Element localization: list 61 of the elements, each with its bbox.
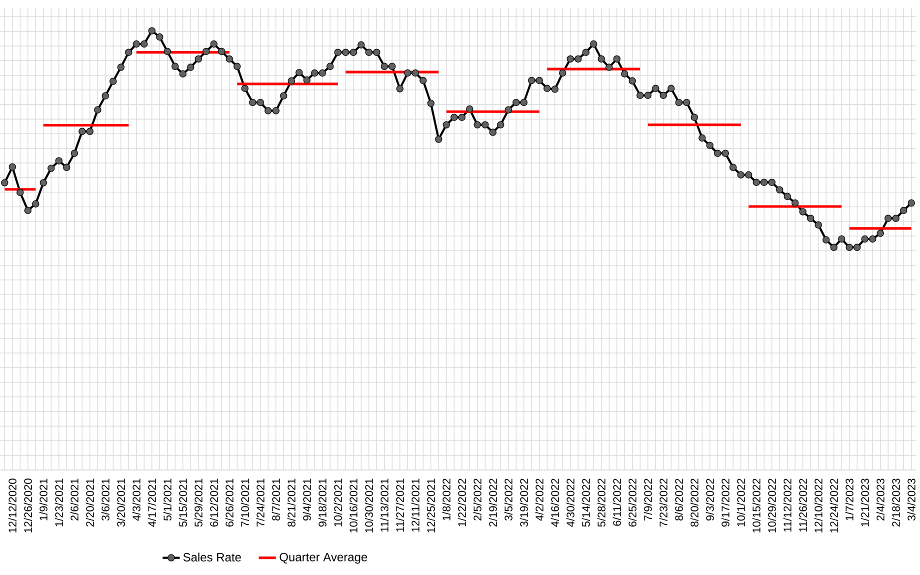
- x-tick-label: 7/24/2021: [256, 478, 264, 527]
- x-tick-label: 8/6/2022: [674, 478, 683, 521]
- x-tick-label: 8/7/2021: [272, 478, 280, 521]
- legend-label: Quarter Average: [280, 552, 368, 564]
- x-tick-label: 4/30/2022: [566, 478, 574, 527]
- x-tick-label: 1/7/2023: [845, 478, 854, 520]
- x-tick-label: 4/2/2022: [535, 478, 544, 521]
- x-tick-label: 10/29/2022: [768, 478, 776, 532]
- x-tick-label: 2/6/2021: [70, 478, 78, 520]
- legend-label: Sales Rate: [183, 552, 241, 562]
- x-tick-label: 11/12/2022: [783, 478, 792, 532]
- x-tick-label: 5/28/2022: [597, 478, 606, 527]
- x-tick-label: 10/2/2021: [334, 478, 342, 526]
- x-tick-label: 4/3/2021: [132, 478, 140, 521]
- x-tick-label: 10/16/2021: [349, 478, 358, 532]
- x-tick-label: 12/12/2020: [8, 478, 16, 532]
- x-tick-label: 1/21/2023: [860, 478, 869, 526]
- x-tick-label: 11/13/2021: [380, 478, 388, 532]
- x-tick-label: 12/25/2021: [426, 478, 435, 532]
- x-tick-label: 3/20/2021: [116, 478, 125, 527]
- x-tick-label: 8/21/2021: [287, 478, 296, 527]
- x-tick-label: 1/22/2022: [458, 478, 466, 526]
- x-tick-label: 3/4/2023: [907, 478, 916, 521]
- x-tick-label: 12/24/2022: [830, 478, 838, 532]
- x-tick-label: 2/19/2022: [488, 478, 497, 527]
- x-tick-label: 1/23/2021: [54, 478, 63, 526]
- x-tick-label: 7/23/2022: [659, 478, 668, 527]
- x-tick-label: 10/30/2021: [364, 478, 373, 532]
- x-tick-label: 9/18/2021: [318, 478, 326, 527]
- x-tick-label: 5/14/2022: [582, 478, 590, 527]
- x-tick-label: 11/27/2021: [396, 478, 404, 532]
- x-tick-label: 3/19/2022: [520, 478, 528, 527]
- x-tick-label: 10/15/2022: [752, 478, 760, 532]
- x-tick-label: 9/4/2021: [302, 478, 311, 520]
- x-tick-label: 3/6/2021: [101, 478, 110, 521]
- x-tick-label: 4/16/2022: [550, 478, 559, 527]
- x-tick-label: 8/20/2022: [690, 478, 698, 527]
- x-tick-label: 2/4/2023: [876, 478, 884, 520]
- x-tick-label: 6/11/2022: [612, 478, 621, 526]
- x-tick-label: 12/11/2021: [411, 478, 420, 532]
- x-tick-label: 5/15/2021: [178, 478, 187, 527]
- x-tick-label: 1/8/2022: [442, 478, 450, 520]
- x-tick-label: 12/26/2020: [24, 478, 32, 532]
- x-tick-label: 9/3/2022: [706, 478, 714, 520]
- x-tick-label: 5/1/2021: [163, 478, 172, 521]
- x-tick-label: 6/26/2021: [225, 478, 234, 527]
- x-tick-label: 7/9/2022: [644, 478, 652, 520]
- x-tick-label: 2/5/2022: [473, 478, 482, 520]
- x-tick-label: 6/12/2021: [210, 478, 218, 527]
- x-tick-label: 12/10/2022: [814, 478, 822, 532]
- x-tick-label: 4/17/2021: [148, 478, 156, 527]
- x-tick-label: 10/1/2022: [736, 478, 745, 526]
- x-tick-label: 11/26/2022: [798, 478, 807, 532]
- x-tick-label: 9/17/2022: [721, 478, 730, 527]
- x-tick-label: 2/20/2021: [86, 478, 94, 527]
- x-tick-label: 1/9/2021: [39, 478, 48, 520]
- x-tick-label: 2/18/2023: [892, 478, 900, 527]
- x-tick-label: 5/29/2021: [194, 478, 202, 527]
- x-tick-label: 3/5/2022: [504, 478, 512, 521]
- x-tick-label: 7/10/2021: [240, 478, 249, 527]
- x-tick-label: 6/25/2022: [628, 478, 636, 527]
